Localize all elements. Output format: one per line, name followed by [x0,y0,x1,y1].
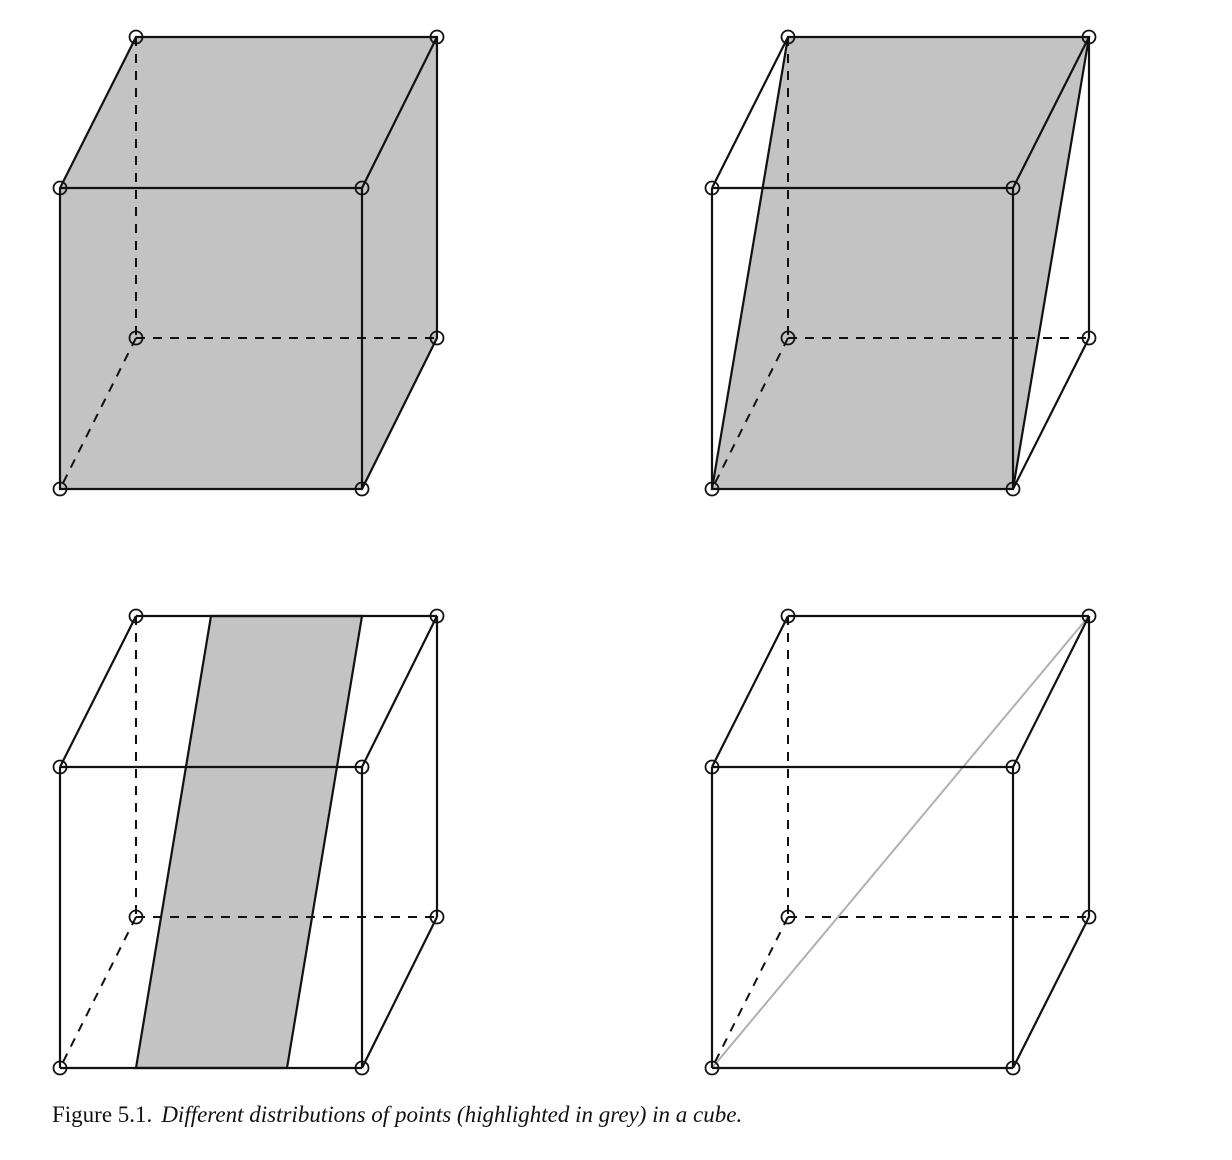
vertex-marker [704,759,720,775]
cube-edge [59,615,137,768]
vertex-marker [52,180,68,196]
vertex-marker [429,608,445,624]
hidden-edge [711,337,789,490]
cube-edge [361,36,438,189]
vertex-marker [780,330,796,346]
vertex-marker [354,180,370,196]
vertex-marker [1081,330,1097,346]
cube-edge [1012,916,1090,1069]
vertex-marker [52,1060,68,1076]
shaded-region [710,35,1091,491]
caption-label: Figure 5.1. [52,1102,153,1127]
shaded-region [58,35,439,491]
vertex-marker [354,759,370,775]
vertex-marker [128,330,144,346]
vertex-marker [1081,608,1097,624]
caption-text: Different distributions of points (highl… [161,1102,743,1127]
cube-panel-top-right [704,29,1097,497]
vertex-marker [1005,180,1021,196]
hidden-edge [711,916,789,1069]
hidden-edge [59,337,137,490]
vertex-marker [128,608,144,624]
cube-edge [361,916,438,1069]
vertex-marker [1081,909,1097,925]
cube-edge [361,615,438,768]
hidden-edge [59,916,137,1069]
vertex-marker [780,909,796,925]
vertex-marker [1005,481,1021,497]
vertex-marker [704,481,720,497]
vertex-marker [1005,759,1021,775]
cube-edge [711,36,789,189]
figure-caption: Figure 5.1. Different distributions of po… [52,1102,1202,1128]
vertex-marker [52,759,68,775]
shaded-region [134,614,364,1070]
cube-panel-bottom-right [704,608,1097,1076]
vertex-marker [704,1060,720,1076]
vertex-marker [52,481,68,497]
highlighted-diagonal [711,615,1090,1069]
vertex-marker [780,29,796,45]
cube-edge [1012,615,1090,768]
vertex-marker [354,1060,370,1076]
cube-edge [711,615,789,768]
vertex-marker [354,481,370,497]
cube-panel-top-left [52,29,445,497]
cube-figure [52,29,1097,1076]
vertex-marker [429,330,445,346]
cube-edge [1012,337,1090,490]
vertex-marker [704,180,720,196]
vertex-marker [1005,1060,1021,1076]
vertex-marker [128,29,144,45]
cube-panel-bottom-left [52,608,445,1076]
vertex-marker [429,29,445,45]
cube-edge [1012,36,1090,189]
vertex-marker [780,608,796,624]
vertex-marker [1081,29,1097,45]
vertex-marker [128,909,144,925]
vertex-marker [429,909,445,925]
